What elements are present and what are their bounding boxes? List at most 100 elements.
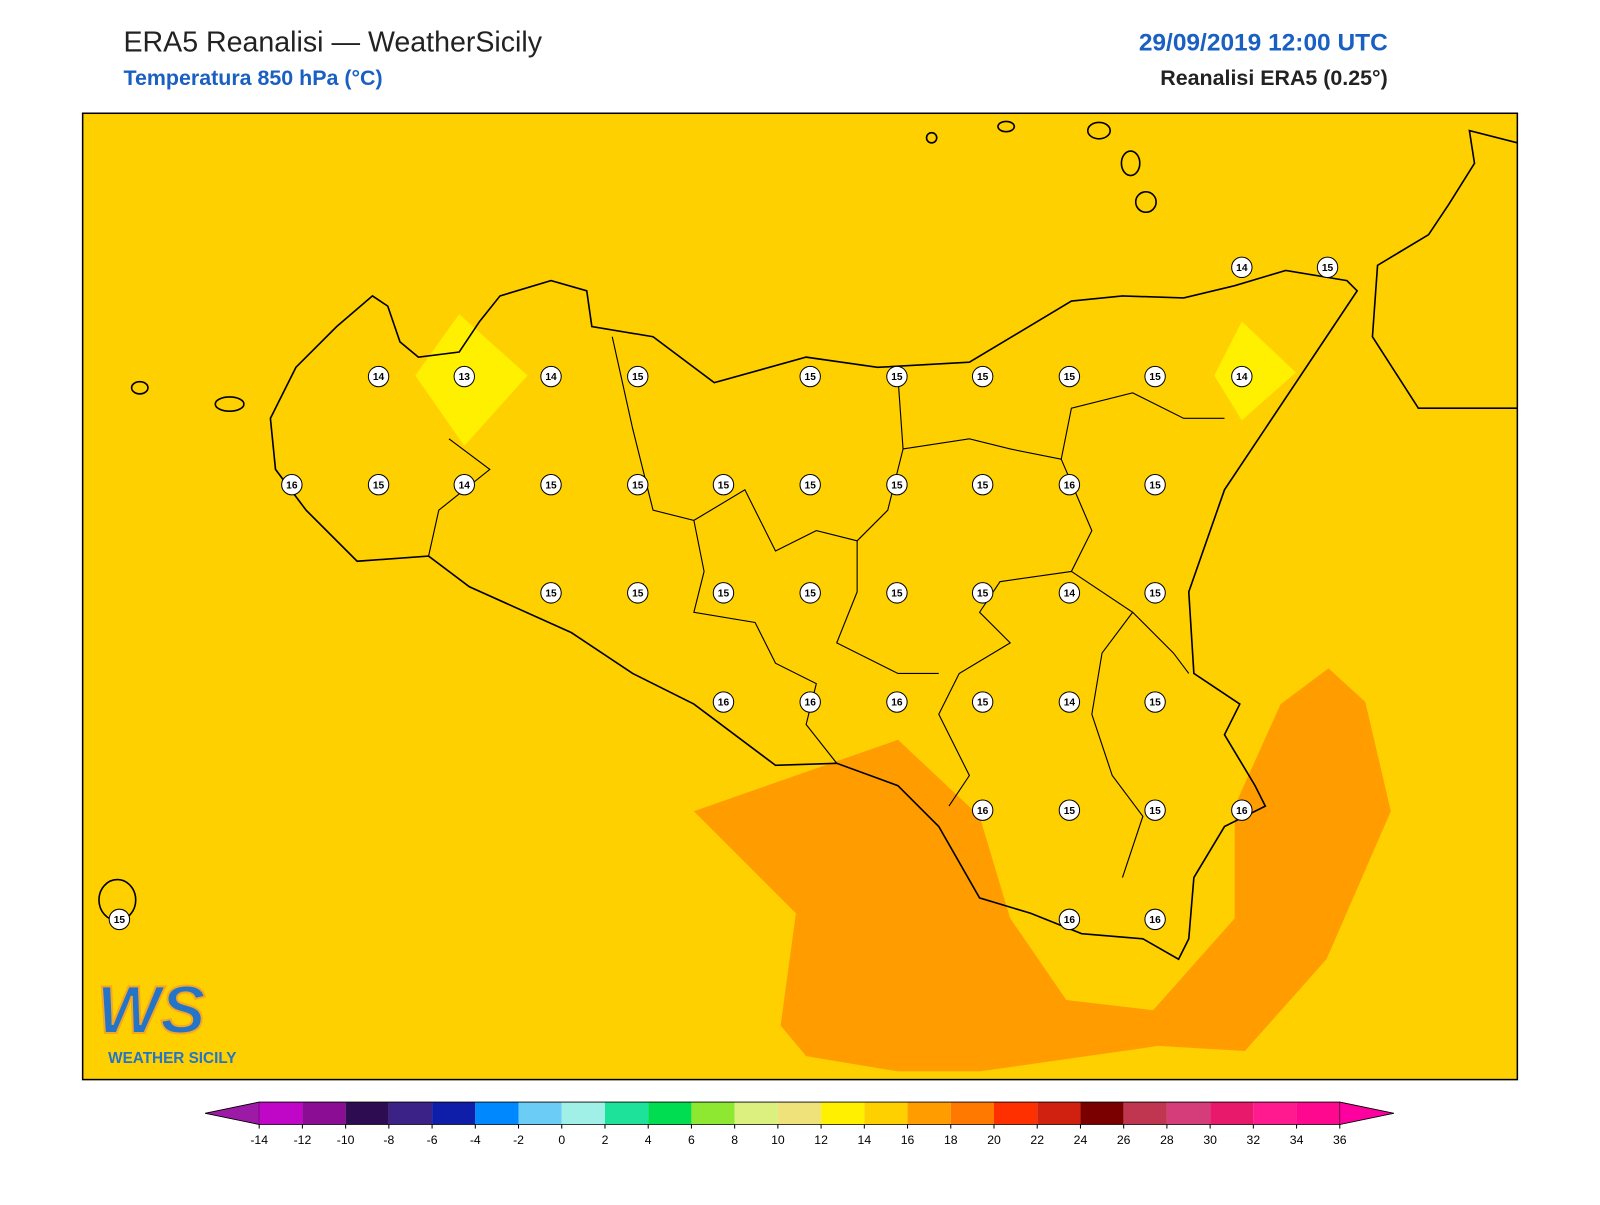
station-marker [971,473,994,496]
colorbar-tick-label: 18 [944,1133,958,1147]
island [1120,150,1141,177]
station-value: 15 [373,480,385,491]
colorbar-tick-label: 36 [1333,1133,1347,1147]
sicily-coast [269,269,1359,961]
colorbar-tick-label: -4 [470,1133,481,1147]
colorbar-tick-label: 12 [814,1133,828,1147]
colorbar-segment [302,1102,346,1125]
station-value: 14 [1236,263,1248,274]
station-value: 15 [891,372,903,383]
colorbar-tick-label: 16 [901,1133,915,1147]
colorbar-tick-label: 8 [731,1133,738,1147]
title: ERA5 Reanalisi — WeatherSicily [123,26,542,58]
colorbar-segment [907,1102,951,1125]
station-value: 16 [1236,806,1248,817]
colorbar-tick-label: 10 [771,1133,785,1147]
colorbar-segment [561,1102,605,1125]
colorbar-segment [777,1102,822,1125]
map-frame [81,112,1519,1081]
station-value: 14 [1064,589,1076,600]
colorbar: -14 -12 -10 -8 -6 -4 -2 0 2 4 6 8 10 12 14 16 18 20 22 24 26… [205,1101,1394,1147]
station-value: 14 [1064,698,1076,709]
colorbar-tick-label: 0 [558,1133,565,1147]
station-marker [1058,473,1081,496]
station-marker [627,473,649,496]
station-marker [1231,256,1253,279]
station-marker [1058,799,1081,821]
colorbar-segment [475,1102,519,1125]
station-value: 14 [459,480,471,491]
colorbar-segment [1296,1102,1340,1125]
station-value: 15 [1149,698,1161,709]
station-value: 15 [1149,372,1161,383]
colorbar-segment [1080,1102,1124,1125]
island [130,380,149,395]
station-marker [1144,473,1166,496]
station-marker [1144,908,1166,931]
station-value: 15 [1149,806,1161,817]
station-value: 15 [718,589,730,600]
station-labels: 14 15 14 13 14 15 15 15 15 15 15 14 16 15 14 15 15 15 15 15… [108,256,1339,931]
colorbar-tick-label: 34 [1290,1133,1304,1147]
logo-text: WEATHER SICILY [108,1050,236,1067]
colorbar-tick-label: 30 [1203,1133,1217,1147]
station-marker [886,365,908,388]
colorbar-segment [604,1102,649,1125]
colorbar-segment [259,1102,303,1125]
island [997,120,1016,133]
station-marker [712,473,735,496]
island [1086,121,1112,140]
colorbar-tick-label: 14 [858,1133,872,1147]
station-marker [108,908,131,931]
station-marker [712,582,735,604]
station-marker [799,473,821,496]
station-value: 15 [1064,372,1076,383]
colorbar-segment [518,1102,562,1125]
colorbar-under [205,1101,260,1125]
map-area: 14 15 14 13 14 15 15 15 15 15 15 14 16 15 14 15 15 15 15 15… [82,113,1518,1080]
station-value: 16 [286,480,298,491]
station-value: 15 [632,372,644,383]
station-marker [799,582,821,604]
island [925,131,938,144]
station-value: 15 [1149,589,1161,600]
colorbar-segment [734,1102,778,1125]
station-value: 14 [545,372,557,383]
station-marker [1144,582,1166,604]
station-marker [886,691,908,713]
calabria-coast [1371,129,1518,409]
colorbar-segment [1253,1102,1297,1125]
colorbar-tick-label: -10 [337,1133,355,1147]
station-value: 15 [1064,806,1076,817]
station-marker [453,473,475,496]
colorbar-segment [648,1102,692,1125]
colorbar-tick-label: 28 [1160,1133,1174,1147]
colorbar-over [1339,1101,1394,1125]
station-marker [1144,691,1166,713]
station-value: 16 [718,698,730,709]
station-value: 16 [977,806,989,817]
colorbar-segment [1037,1102,1081,1125]
station-value: 15 [1149,480,1161,491]
station-marker [453,365,475,388]
island [214,396,245,413]
station-value: 15 [977,698,989,709]
station-marker [1316,256,1339,279]
colorbar-segment [432,1102,476,1125]
station-value: 16 [891,698,903,709]
station-marker [886,582,908,604]
datetime: 29/09/2019 12:00 UTC [1139,29,1388,56]
colorbar-tick-label: -14 [250,1133,268,1147]
colorbar-tick-label: -6 [427,1133,438,1147]
station-marker [971,691,994,713]
station-marker [1058,908,1081,931]
station-value: 16 [1064,915,1076,926]
station-marker [971,582,994,604]
station-value: 15 [805,480,817,491]
station-marker [1231,365,1253,388]
station-value: 14 [1236,372,1248,383]
field-16-18 [693,668,1391,1072]
subtitle: Temperatura 850 hPa (°C) [123,66,382,90]
